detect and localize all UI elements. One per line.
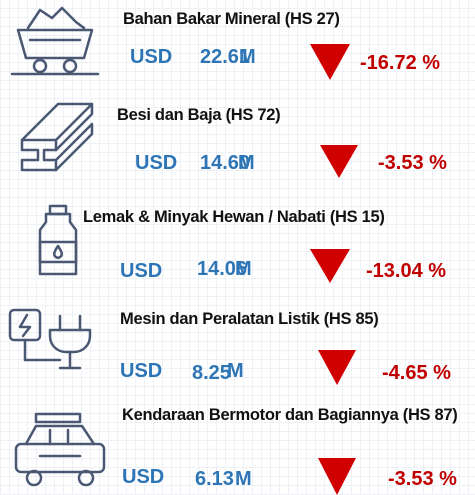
- change: -3.53 %: [388, 468, 457, 490]
- value: 14.06: [197, 258, 248, 280]
- steel-beam-icon: [20, 102, 94, 172]
- item-title: Lemak & Minyak Hewan / Nabati (HS 15): [83, 208, 385, 226]
- down-arrow: [310, 44, 350, 80]
- car-icon: [14, 412, 106, 487]
- change: -16.72 %: [360, 52, 441, 74]
- currency: USD: [130, 46, 173, 68]
- item-title: Mesin dan Peralatan Listik (HS 85): [120, 310, 379, 328]
- mine-cart-icon: [10, 6, 100, 76]
- electric-plug-icon: [8, 308, 92, 370]
- currency: USD: [135, 152, 178, 174]
- down-arrow: [318, 458, 356, 495]
- item-title: Bahan Bakar Mineral (HS 27): [123, 10, 340, 28]
- unit: M: [238, 152, 255, 174]
- down-arrow: [320, 145, 358, 178]
- unit: M: [227, 360, 244, 382]
- value: 22.61: [200, 46, 251, 68]
- change: -4.65 %: [382, 362, 451, 384]
- unit: M: [235, 258, 252, 280]
- item-title: Besi dan Baja (HS 72): [117, 106, 281, 124]
- unit: M: [239, 46, 256, 68]
- down-arrow: [318, 350, 356, 385]
- unit: M: [235, 468, 252, 490]
- value: 8.25: [192, 362, 231, 384]
- change: -3.53 %: [378, 152, 447, 174]
- oil-bottle-icon: [38, 204, 78, 276]
- currency: USD: [120, 360, 163, 382]
- change: -13.04 %: [366, 260, 447, 282]
- currency: USD: [120, 260, 163, 282]
- value: 14.60: [200, 152, 251, 174]
- currency: USD: [122, 466, 165, 488]
- value: 6.13: [195, 468, 234, 490]
- down-arrow: [310, 249, 350, 283]
- item-title: Kendaraan Bermotor dan Bagiannya (HS 87): [122, 406, 458, 424]
